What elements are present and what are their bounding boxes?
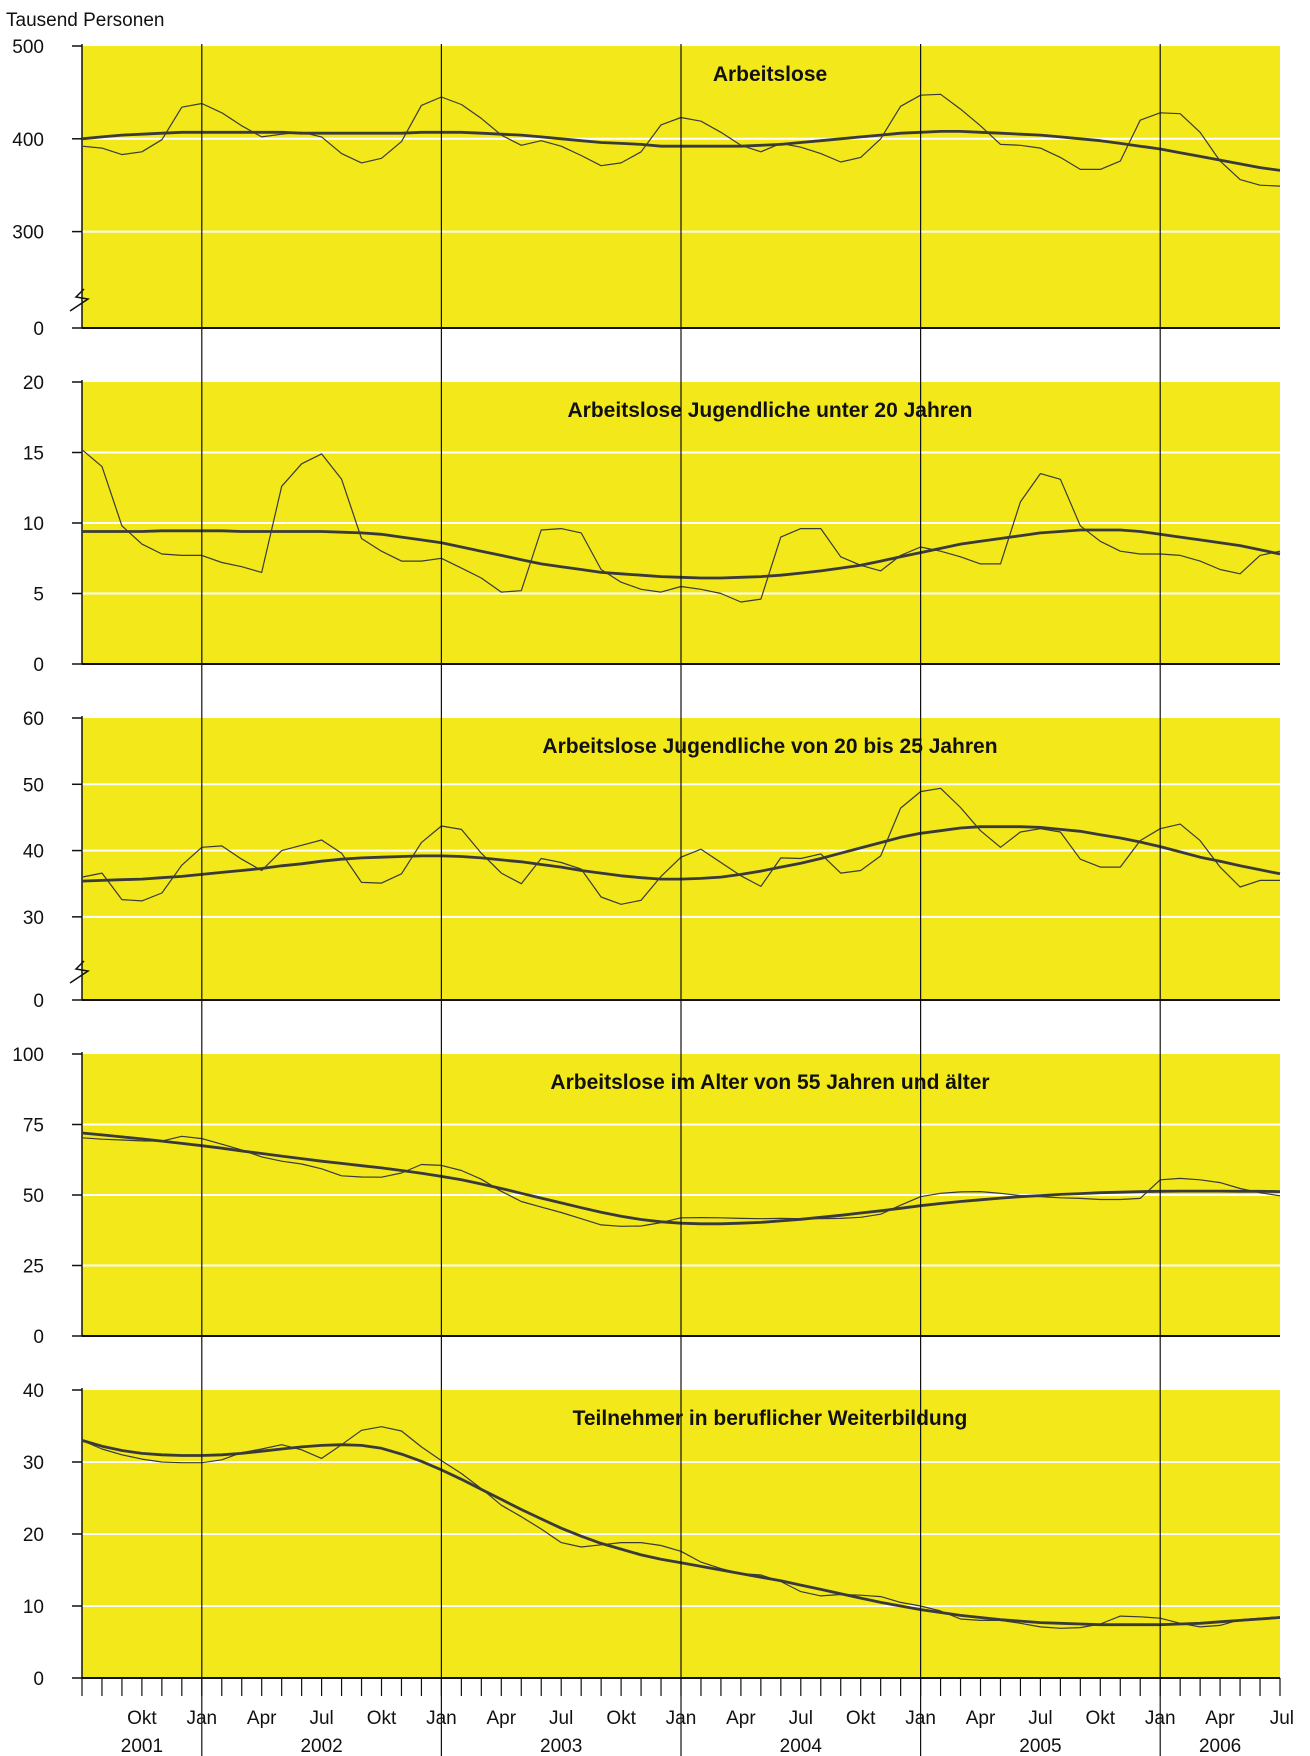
month-label: Okt <box>1086 1708 1116 1729</box>
year-label: 2003 <box>540 1736 582 1756</box>
month-label: Okt <box>606 1708 636 1729</box>
panel-1: 0 300 400 500 Arbeitslose <box>12 37 1281 340</box>
panel-3: 0 30 40 50 60 Arbeitslose Jugendliche von 20 … <box>23 709 1281 1012</box>
y-tick-label: 100 <box>12 1045 44 1066</box>
y-tick-label: 60 <box>23 709 44 730</box>
y-tick-label: 0 <box>33 319 44 340</box>
month-label: Jan <box>1145 1708 1176 1729</box>
month-label: Jan <box>426 1708 457 1729</box>
month-label: Jan <box>666 1708 697 1729</box>
panel-title: Arbeitslose <box>713 63 827 86</box>
chart-panels: 0300400500Arbeitslose05101520Arbeitslose… <box>12 37 1281 1690</box>
month-label: Jul <box>309 1708 333 1729</box>
y-tick-label: 50 <box>23 775 44 796</box>
month-label: Apr <box>966 1708 996 1729</box>
axis-break-mark <box>69 960 90 984</box>
y-tick-label: 400 <box>12 130 44 151</box>
y-tick-label: 20 <box>23 373 44 394</box>
panel-5: 0 10 20 30 40 Teilnehmer in beruflicher Weite… <box>23 1381 1281 1690</box>
month-label: Okt <box>127 1708 157 1729</box>
month-label: Jul <box>1270 1708 1294 1729</box>
x-axis: Okt Jan Apr Jul Okt Jan Apr Jul Okt Jan Apr Jul Okt J… <box>81 44 1294 1756</box>
month-label: Jan <box>905 1708 936 1729</box>
y-tick-label: 50 <box>23 1186 44 1207</box>
y-tick-label: 0 <box>33 991 44 1012</box>
month-label: Apr <box>247 1708 277 1729</box>
y-tick-label: 75 <box>23 1116 44 1137</box>
panel-title: Arbeitslose Jugendliche unter 20 Jahren <box>568 399 973 422</box>
month-label: Okt <box>367 1708 397 1729</box>
panel-2: 0 5 10 15 20 Arbeitslose Jugendliche unter 20… <box>23 373 1281 676</box>
y-tick-label: 30 <box>23 908 44 929</box>
y-tick-label: 40 <box>23 1381 44 1402</box>
panel-4: 0 25 50 75 100 Arbeitslose im Alter von 55 Ja… <box>12 1045 1281 1348</box>
y-tick-label: 0 <box>33 655 44 676</box>
month-label: Jul <box>549 1708 573 1729</box>
y-tick-label: 0 <box>33 1327 44 1348</box>
y-tick-label: 0 <box>33 1669 44 1690</box>
year-label: 2002 <box>300 1736 342 1756</box>
year-label: 2005 <box>1019 1736 1061 1756</box>
year-label: 2006 <box>1199 1736 1241 1756</box>
month-label: Jul <box>789 1708 813 1729</box>
y-tick-label: 500 <box>12 37 44 58</box>
y-tick-label: 40 <box>23 842 44 863</box>
month-label: Okt <box>846 1708 876 1729</box>
y-tick-label: 20 <box>23 1525 44 1546</box>
month-label: Apr <box>726 1708 756 1729</box>
y-tick-label: 5 <box>33 585 44 606</box>
y-tick-label: 300 <box>12 223 44 244</box>
month-label: Apr <box>1205 1708 1235 1729</box>
y-tick-label: 25 <box>23 1257 44 1278</box>
axis-break-mark <box>69 288 90 312</box>
y-tick-label: 30 <box>23 1453 44 1474</box>
year-label: 2001 <box>121 1736 163 1756</box>
panel-title: Teilnehmer in beruflicher Weiterbildung <box>573 1407 968 1430</box>
y-tick-label: 10 <box>23 514 44 535</box>
year-label: 2004 <box>780 1736 823 1756</box>
panel-title: Arbeitslose Jugendliche von 20 bis 25 Ja… <box>542 735 997 758</box>
month-label: Jul <box>1028 1708 1052 1729</box>
month-label: Apr <box>487 1708 517 1729</box>
panel-title: Arbeitslose im Alter von 55 Jahren und ä… <box>550 1071 989 1094</box>
month-label: Jan <box>186 1708 217 1729</box>
y-tick-label: 15 <box>23 444 44 465</box>
unit-label: Tausend Personen <box>6 10 164 31</box>
y-tick-label: 10 <box>23 1597 44 1618</box>
